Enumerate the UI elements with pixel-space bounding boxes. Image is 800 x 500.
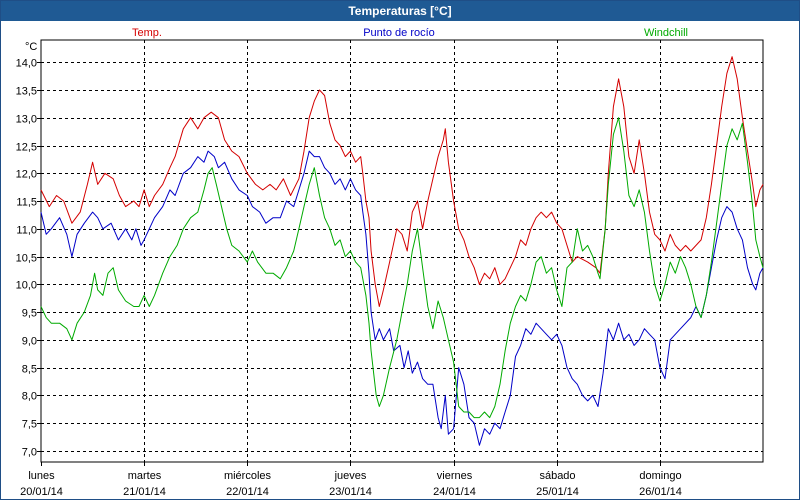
x-tick-date-label: 21/01/14 (123, 486, 166, 498)
x-tick-date-label: 26/01/14 (639, 486, 682, 498)
y-tick-label: 14,0 (16, 58, 37, 70)
legend-entry: Punto de rocío (363, 27, 435, 39)
x-tick-date-label: 20/01/14 (20, 486, 63, 498)
legend-entry: Windchill (644, 27, 688, 39)
y-tick-label: 9,0 (22, 336, 37, 348)
series-line-windchill (40, 117, 764, 419)
chart-title: Temperaturas [°C] (1, 1, 799, 21)
x-tick-day-label: sábado (539, 470, 575, 482)
legend-entry: Temp. (132, 27, 162, 39)
y-tick-label: 11,5 (16, 197, 37, 209)
x-tick-day-label: viernes (437, 470, 473, 482)
y-tick-label: 13,0 (16, 114, 37, 126)
plot-area-border (40, 39, 764, 463)
series-line-punto-de-roc-o (40, 150, 764, 446)
y-tick-label: 8,5 (22, 364, 37, 376)
y-tick-label: 7,5 (22, 419, 37, 431)
x-tick-day-label: martes (128, 470, 162, 482)
series-line-temp (40, 56, 764, 307)
x-tick-date-label: 23/01/14 (329, 486, 372, 498)
x-tick-day-label: jueves (334, 470, 367, 482)
x-tick-date-label: 25/01/14 (536, 486, 579, 498)
y-tick-label: 8,0 (22, 391, 37, 403)
y-tick-label: 7,0 (22, 447, 37, 459)
x-tick-date-label: 22/01/14 (226, 486, 269, 498)
y-tick-label: 12,0 (16, 169, 37, 181)
y-tick-label: 13,5 (16, 86, 37, 98)
y-axis-label: °C (25, 41, 37, 53)
y-tick-label: 11,0 (16, 225, 37, 237)
y-tick-label: 10,0 (16, 280, 37, 292)
x-tick-day-label: domingo (639, 470, 681, 482)
y-tick-label: 10,5 (16, 253, 37, 265)
y-tick-label: 12,5 (16, 142, 37, 154)
x-tick-day-label: lunes (28, 470, 55, 482)
x-tick-day-label: miércoles (224, 470, 272, 482)
x-tick-date-label: 24/01/14 (433, 486, 476, 498)
y-tick-label: 9,5 (22, 308, 37, 320)
